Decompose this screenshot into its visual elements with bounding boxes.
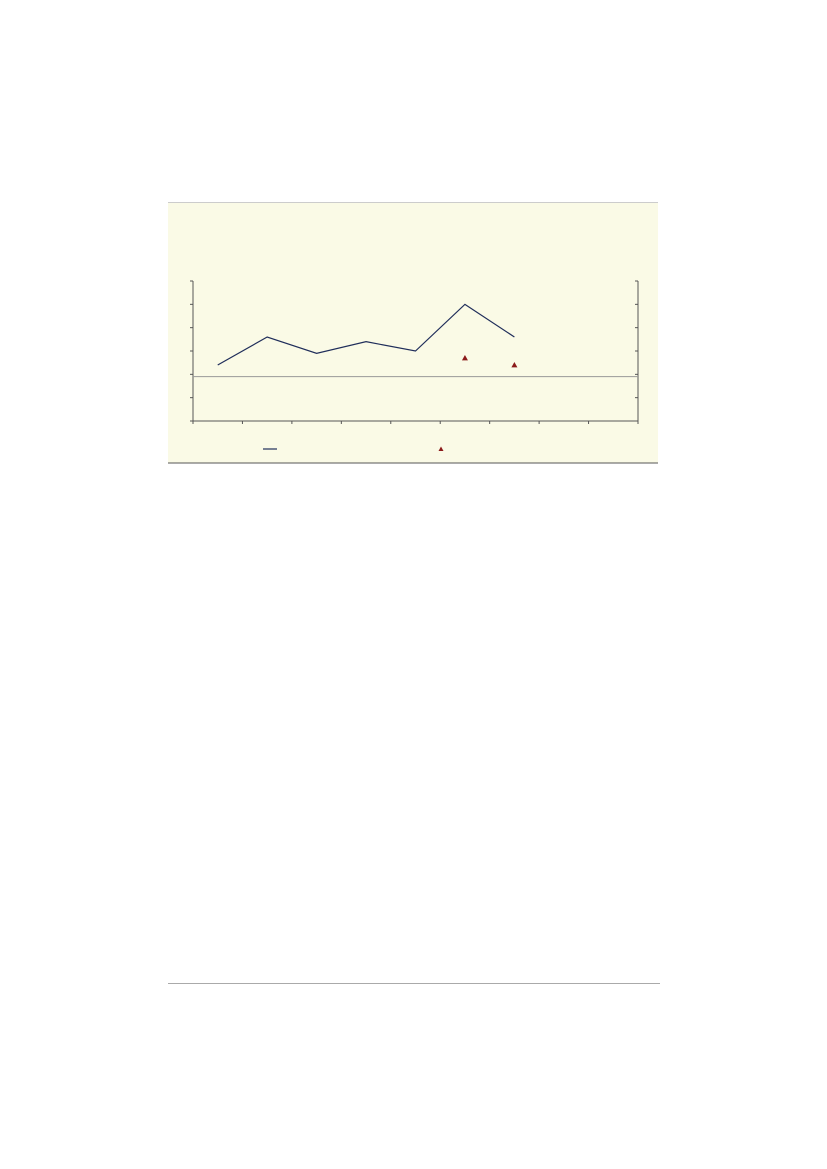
line-series — [217, 303, 515, 366]
triangle-marker — [461, 355, 468, 361]
triangle-marker — [511, 362, 518, 368]
chart — [190, 280, 639, 451]
chart-panel — [168, 202, 658, 463]
legend-marker — [438, 446, 444, 451]
